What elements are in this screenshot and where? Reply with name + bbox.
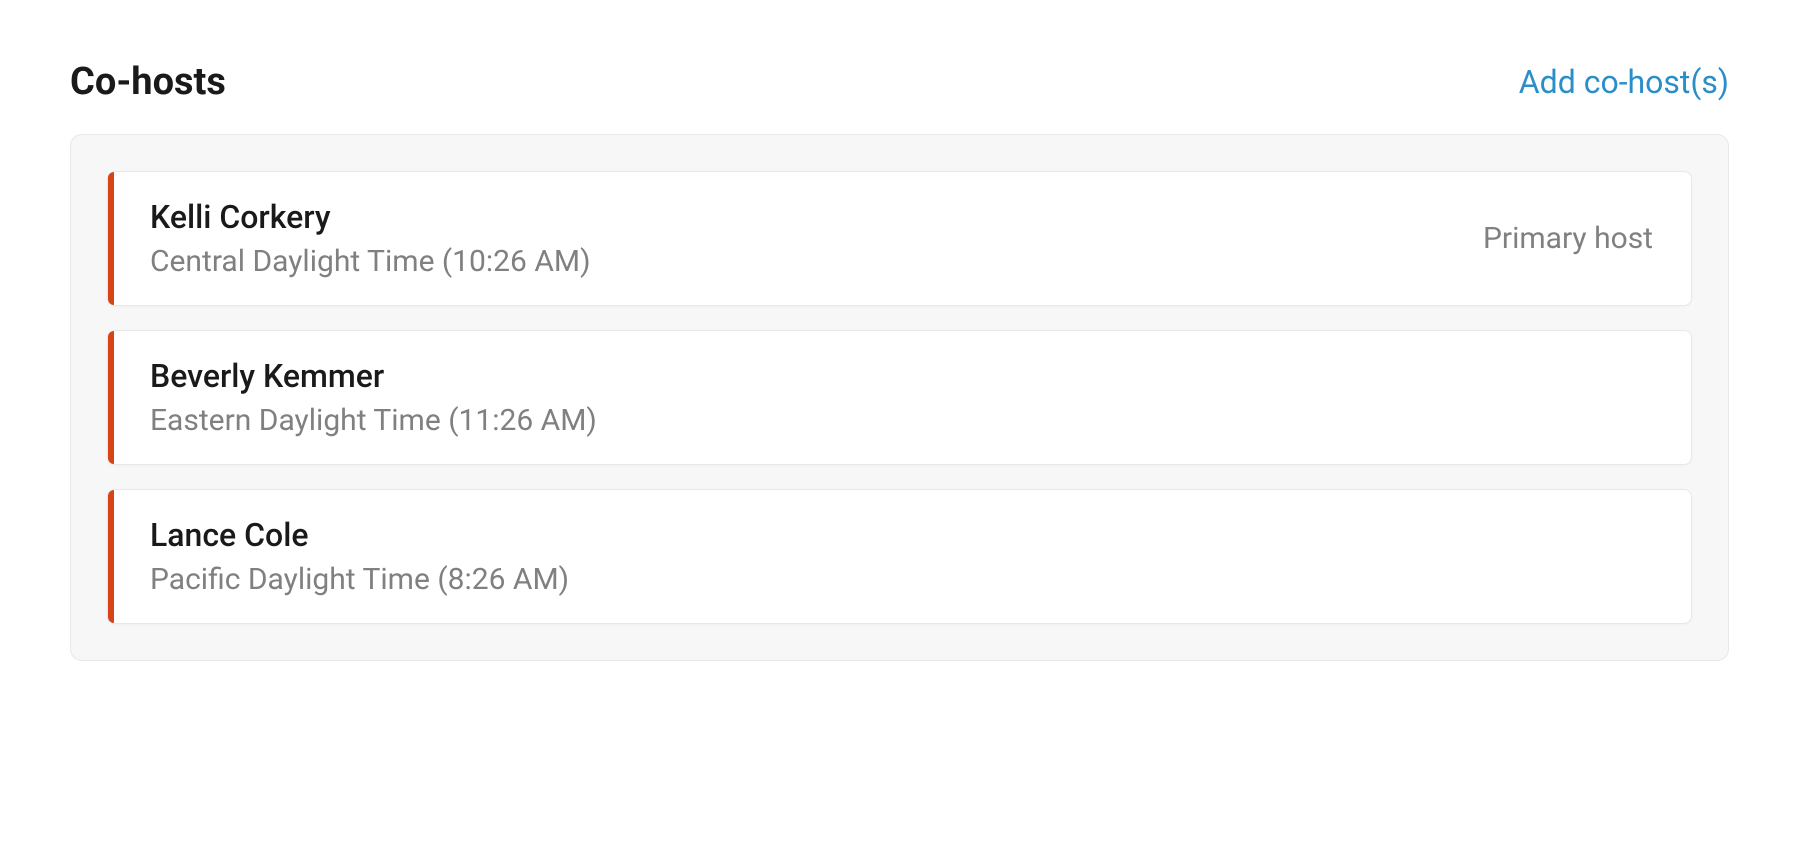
host-name: Lance Cole bbox=[150, 516, 569, 554]
primary-host-badge: Primary host bbox=[1483, 221, 1653, 256]
host-info: Lance Cole Pacific Daylight Time (8:26 A… bbox=[150, 516, 569, 597]
host-card[interactable]: Lance Cole Pacific Daylight Time (8:26 A… bbox=[107, 489, 1692, 624]
section-header: Co-hosts Add co-host(s) bbox=[70, 60, 1729, 104]
host-info: Beverly Kemmer Eastern Daylight Time (11… bbox=[150, 357, 597, 438]
host-timezone: Eastern Daylight Time (11:26 AM) bbox=[150, 403, 597, 438]
add-cohost-link[interactable]: Add co-host(s) bbox=[1519, 63, 1729, 101]
host-card[interactable]: Beverly Kemmer Eastern Daylight Time (11… bbox=[107, 330, 1692, 465]
host-timezone: Pacific Daylight Time (8:26 AM) bbox=[150, 562, 569, 597]
host-info: Kelli Corkery Central Daylight Time (10:… bbox=[150, 198, 591, 279]
cohosts-panel: Kelli Corkery Central Daylight Time (10:… bbox=[70, 134, 1729, 661]
section-title: Co-hosts bbox=[70, 60, 226, 104]
host-card[interactable]: Kelli Corkery Central Daylight Time (10:… bbox=[107, 171, 1692, 306]
host-name: Kelli Corkery bbox=[150, 198, 591, 236]
host-name: Beverly Kemmer bbox=[150, 357, 597, 395]
host-timezone: Central Daylight Time (10:26 AM) bbox=[150, 244, 591, 279]
